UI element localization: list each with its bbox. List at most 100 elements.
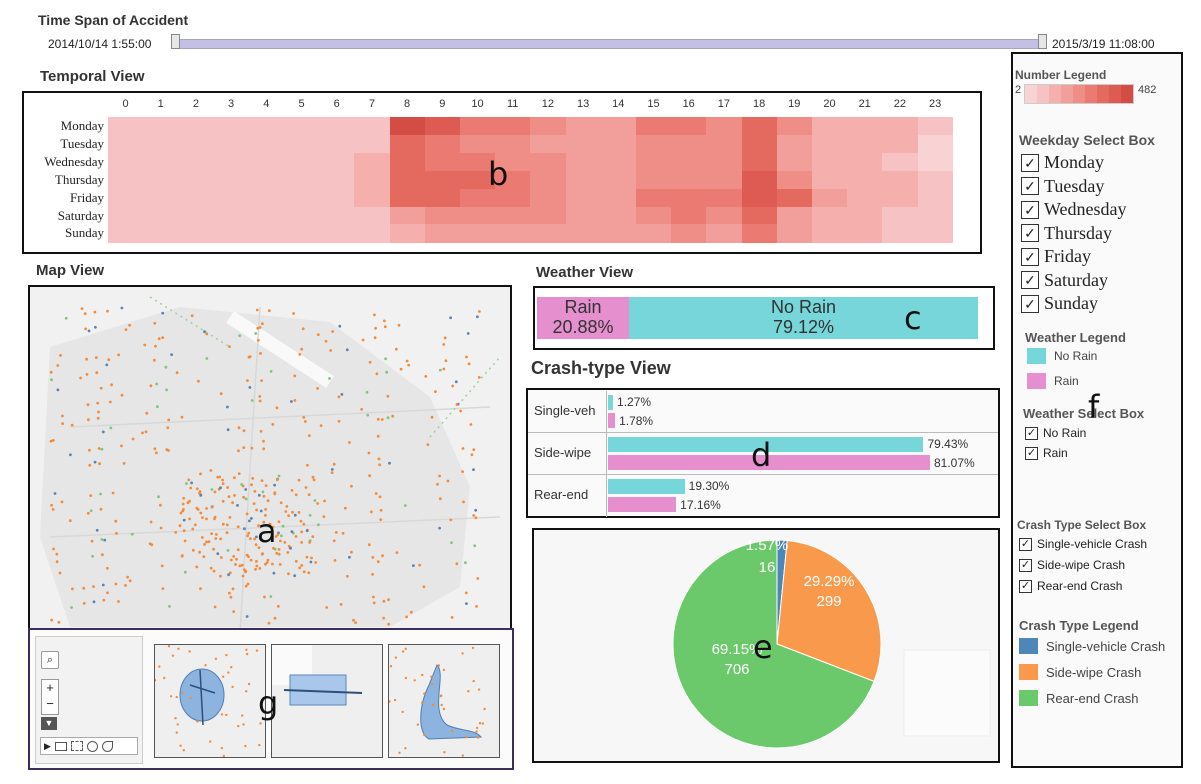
heatmap-cell[interactable]	[108, 224, 144, 243]
heatmap-cell[interactable]	[319, 206, 355, 225]
heatmap-cell[interactable]	[741, 224, 778, 243]
weekday-checkbox-row[interactable]: ✓ Thursday	[1021, 223, 1112, 244]
heatmap-cell[interactable]	[284, 134, 320, 154]
heatmap-cell[interactable]	[565, 117, 602, 136]
heatmap-cell[interactable]	[847, 170, 883, 190]
heatmap-cell[interactable]	[495, 224, 531, 243]
heatmap-cell[interactable]	[671, 134, 707, 154]
heatmap-cell[interactable]	[178, 206, 215, 225]
heatmap-cell[interactable]	[776, 188, 813, 207]
heatmap-cell[interactable]	[636, 152, 672, 172]
heatmap-cell[interactable]	[143, 224, 179, 243]
heatmap-cell[interactable]	[741, 206, 778, 225]
rect-select-icon[interactable]	[54, 741, 67, 751]
crash-bar-no-rain[interactable]	[608, 437, 924, 452]
heatmap-cell[interactable]	[108, 206, 144, 225]
heatmap-cell[interactable]	[706, 152, 743, 172]
heatmap-cell[interactable]	[460, 170, 496, 190]
map-selection-thumbnail-freehand[interactable]	[388, 644, 500, 758]
weekday-checkbox-row[interactable]: ✓ Tuesday	[1021, 176, 1104, 197]
heatmap-cell[interactable]	[812, 134, 848, 154]
weekday-checkbox-row[interactable]: ✓ Friday	[1021, 246, 1091, 267]
heatmap-cell[interactable]	[671, 224, 707, 243]
crash-bar-no-rain[interactable]	[608, 395, 614, 410]
heatmap-cell[interactable]	[776, 170, 813, 190]
heatmap-cell[interactable]	[143, 117, 179, 136]
heatmap-cell[interactable]	[882, 188, 919, 207]
heatmap-cell[interactable]	[847, 188, 883, 207]
zoom-out-icon[interactable]: −	[46, 696, 54, 711]
checkbox-checked-icon[interactable]: ✓	[1021, 177, 1039, 195]
heatmap-cell[interactable]	[248, 224, 285, 243]
heatmap-cell[interactable]	[178, 188, 215, 207]
heatmap-cell[interactable]	[143, 170, 179, 190]
heatmap-cell[interactable]	[389, 188, 426, 207]
heatmap-cell[interactable]	[812, 170, 848, 190]
heatmap-cell[interactable]	[495, 206, 531, 225]
lasso-icon[interactable]	[70, 741, 83, 751]
heatmap-cell[interactable]	[706, 224, 743, 243]
heatmap-cell[interactable]	[706, 134, 743, 154]
heatmap-cell[interactable]	[319, 134, 355, 154]
heatmap-cell[interactable]	[636, 134, 672, 154]
heatmap-cell[interactable]	[776, 117, 813, 136]
heatmap-cell[interactable]	[600, 224, 637, 243]
heatmap-cell[interactable]	[812, 224, 848, 243]
heatmap-cell[interactable]	[812, 188, 848, 207]
heatmap-cell[interactable]	[671, 170, 707, 190]
map-selection-thumbnail-rect[interactable]	[271, 644, 383, 758]
heatmap-cell[interactable]	[636, 170, 672, 190]
zoom-search-icon[interactable]: ⌕	[41, 651, 59, 669]
heatmap-cell[interactable]	[284, 206, 320, 225]
heatmap-cell[interactable]	[741, 152, 778, 172]
crash-type-checkbox-row[interactable]: ✓ Single-vehicle Crash	[1019, 537, 1147, 551]
heatmap-cell[interactable]	[530, 224, 567, 243]
heatmap-cell[interactable]	[776, 206, 813, 225]
heatmap-cell[interactable]	[460, 206, 496, 225]
heatmap-cell[interactable]	[354, 188, 391, 207]
zoom-in-icon[interactable]: +	[46, 680, 54, 695]
checkbox-checked-icon[interactable]: ✓	[1021, 153, 1039, 172]
heatmap-cell[interactable]	[213, 117, 250, 136]
heatmap-cell[interactable]	[495, 152, 531, 172]
heatmap-cell[interactable]	[565, 206, 602, 225]
crash-bar-no-rain[interactable]	[608, 479, 685, 494]
pie-slice[interactable]	[672, 539, 875, 749]
heatmap-cell[interactable]	[530, 117, 567, 136]
checkbox-checked-icon[interactable]: ✓	[1021, 294, 1039, 313]
heatmap-cell[interactable]	[495, 117, 531, 136]
heatmap-cell[interactable]	[213, 224, 250, 243]
heatmap-cell[interactable]	[213, 206, 250, 225]
heatmap-cell[interactable]	[108, 170, 144, 190]
heatmap-cell[interactable]	[213, 134, 250, 154]
heatmap-cell[interactable]	[213, 188, 250, 207]
weather-rain-bar[interactable]: Rain 20.88%	[537, 297, 630, 339]
heatmap-cell[interactable]	[600, 134, 637, 154]
heatmap-cell[interactable]	[530, 188, 567, 207]
checkbox-checked-icon[interactable]: ✓	[1021, 200, 1039, 219]
heatmap-cell[interactable]	[213, 152, 250, 172]
map-selection-thumbnail-circle[interactable]	[153, 644, 266, 758]
heatmap-cell[interactable]	[600, 170, 637, 190]
heatmap-cell[interactable]	[424, 188, 461, 207]
heatmap-cell[interactable]	[460, 188, 496, 207]
weekday-checkbox-row[interactable]: ✓ Sunday	[1021, 293, 1098, 314]
weather-no-rain-bar[interactable]: No Rain 79.12%	[629, 297, 978, 339]
heatmap-cell[interactable]	[389, 170, 426, 190]
heatmap-cell[interactable]	[565, 152, 602, 172]
heatmap-cell[interactable]	[917, 224, 954, 243]
heatmap-cell[interactable]	[776, 152, 813, 172]
circle-select-icon[interactable]	[86, 740, 98, 752]
weekday-checkbox-row[interactable]: ✓ Wednesday	[1021, 199, 1127, 220]
heatmap-cell[interactable]	[284, 170, 320, 190]
heatmap-cell[interactable]	[600, 206, 637, 225]
heatmap-cell[interactable]	[776, 224, 813, 243]
heatmap-cell[interactable]	[917, 134, 954, 154]
heatmap-cell[interactable]	[389, 134, 426, 154]
weather-checkbox-row[interactable]: ✓ No Rain	[1025, 426, 1086, 440]
heatmap-cell[interactable]	[424, 117, 461, 136]
heatmap-cell[interactable]	[354, 152, 391, 172]
checkbox-checked-icon[interactable]: ✓	[1019, 558, 1032, 572]
time-span-start-handle[interactable]	[171, 34, 180, 49]
heatmap-cell[interactable]	[882, 117, 919, 136]
